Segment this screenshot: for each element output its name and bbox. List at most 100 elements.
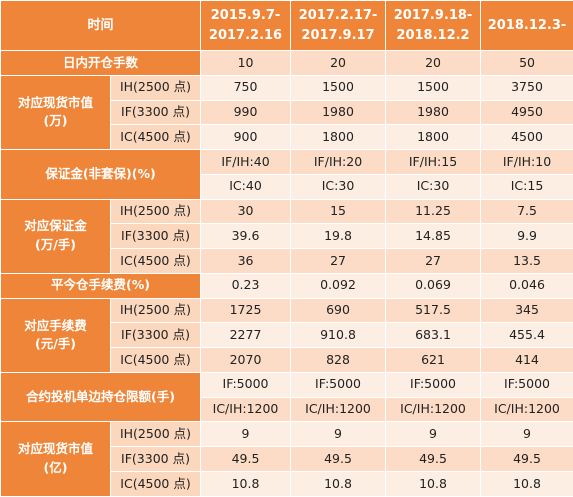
value-cell: 36 — [201, 249, 291, 274]
sub-label: IF(3300 点) — [111, 100, 201, 125]
period-header: 2017.2.17- 2017.9.17 — [291, 1, 386, 51]
value-cell: 9 — [386, 422, 481, 447]
value-cell: IF:5000 — [481, 372, 573, 397]
value-cell: 1800 — [291, 125, 386, 150]
value-cell: 9 — [291, 422, 386, 447]
value-cell: 39.6 — [201, 224, 291, 249]
value-cell: 1500 — [291, 75, 386, 100]
sub-label: IH(2500 点) — [111, 199, 201, 224]
sub-label: IF(3300 点) — [111, 447, 201, 472]
value-cell: 9.9 — [481, 224, 573, 249]
sub-label: IF(3300 点) — [111, 323, 201, 348]
value-cell: IC:30 — [386, 174, 481, 199]
value-cell: 1980 — [386, 100, 481, 125]
value-cell: 49.5 — [481, 447, 573, 472]
value-cell: IF:5000 — [291, 372, 386, 397]
value-cell: 2277 — [201, 323, 291, 348]
value-cell: 49.5 — [386, 447, 481, 472]
value-cell: 15 — [291, 199, 386, 224]
group-label: 日内开仓手数 — [1, 51, 201, 76]
sub-label: IH(2500 点) — [111, 75, 201, 100]
value-cell: 19.8 — [291, 224, 386, 249]
group-label: 平今仓手续费(%) — [1, 273, 201, 298]
value-cell: 7.5 — [481, 199, 573, 224]
value-cell: IF/IH:10 — [481, 150, 573, 175]
value-cell: 517.5 — [386, 298, 481, 323]
value-cell: 49.5 — [201, 447, 291, 472]
value-cell: 10.8 — [201, 472, 291, 497]
value-cell: 910.8 — [291, 323, 386, 348]
value-cell: 9 — [201, 422, 291, 447]
sub-label: IF(3300 点) — [111, 224, 201, 249]
value-cell: 3750 — [481, 75, 573, 100]
value-cell: 50 — [481, 51, 573, 76]
value-cell: 9 — [481, 422, 573, 447]
value-cell: 621 — [386, 348, 481, 373]
sub-label: IC(4500 点) — [111, 125, 201, 150]
period-header: 2015.9.7- 2017.2.16 — [201, 1, 291, 51]
value-cell: 13.5 — [481, 249, 573, 274]
value-cell: 0.092 — [291, 273, 386, 298]
value-cell: IF/IH:40 — [201, 150, 291, 175]
value-cell: IC/IH:1200 — [201, 397, 291, 422]
value-cell: 1725 — [201, 298, 291, 323]
value-cell: 30 — [201, 199, 291, 224]
group-label: 对应保证金 (万/手) — [1, 199, 111, 273]
value-cell: 10.8 — [386, 472, 481, 497]
value-cell: 1980 — [291, 100, 386, 125]
value-cell: 683.1 — [386, 323, 481, 348]
value-cell: 49.5 — [291, 447, 386, 472]
corner-cell: 时间 — [1, 1, 201, 51]
value-cell: 27 — [291, 249, 386, 274]
value-cell: 690 — [291, 298, 386, 323]
sub-label: IH(2500 点) — [111, 422, 201, 447]
value-cell: 10 — [201, 51, 291, 76]
value-cell: IC:40 — [201, 174, 291, 199]
value-cell: 11.25 — [386, 199, 481, 224]
value-cell: 14.85 — [386, 224, 481, 249]
value-cell: IF:5000 — [386, 372, 481, 397]
value-cell: 27 — [386, 249, 481, 274]
value-cell: IC/IH:1200 — [291, 397, 386, 422]
value-cell: 414 — [481, 348, 573, 373]
value-cell: 0.23 — [201, 273, 291, 298]
period-header: 2017.9.18- 2018.12.2 — [386, 1, 481, 51]
value-cell: 900 — [201, 125, 291, 150]
value-cell: 4500 — [481, 125, 573, 150]
value-cell: IF/IH:15 — [386, 150, 481, 175]
group-label: 对应现货市值 (万) — [1, 75, 111, 149]
group-label: 对应现货市值 (亿) — [1, 422, 111, 496]
sub-label: IC(4500 点) — [111, 472, 201, 497]
value-cell: IC:15 — [481, 174, 573, 199]
value-cell: 0.069 — [386, 273, 481, 298]
sub-label: IC(4500 点) — [111, 348, 201, 373]
group-label: 对应手续费 (元/手) — [1, 298, 111, 372]
value-cell: 828 — [291, 348, 386, 373]
value-cell: 0.046 — [481, 273, 573, 298]
value-cell: IC/IH:1200 — [386, 397, 481, 422]
value-cell: 4950 — [481, 100, 573, 125]
group-label: 保证金(非套保)(%) — [1, 150, 201, 200]
sub-label: IC(4500 点) — [111, 249, 201, 274]
value-cell: 750 — [201, 75, 291, 100]
value-cell: IF/IH:20 — [291, 150, 386, 175]
value-cell: 10.8 — [481, 472, 573, 497]
value-cell: 455.4 — [481, 323, 573, 348]
value-cell: 2070 — [201, 348, 291, 373]
value-cell: 990 — [201, 100, 291, 125]
period-header: 2018.12.3- — [481, 1, 573, 51]
value-cell: IC/IH:1200 — [481, 397, 573, 422]
sub-label: IH(2500 点) — [111, 298, 201, 323]
value-cell: 20 — [386, 51, 481, 76]
